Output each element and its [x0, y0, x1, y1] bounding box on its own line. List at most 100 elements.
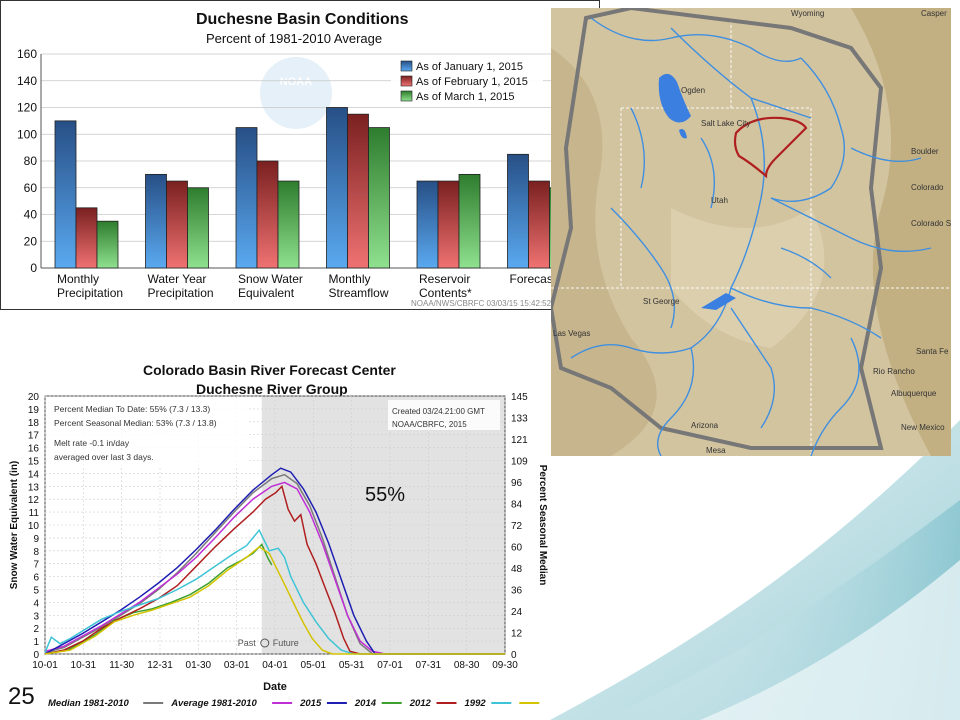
x-category-label: Forecast: [510, 272, 557, 286]
y-tick-label: 16: [28, 444, 40, 455]
x-tick-label: 10-01: [32, 660, 58, 671]
map-label: St George: [643, 297, 680, 306]
basin-map-graphic: Wyoming Casper Ogden Salt Lake City Utah…: [551, 8, 951, 456]
x-category-label: Precipitation: [148, 286, 214, 300]
map-label: New Mexico: [901, 423, 945, 432]
bar: [368, 127, 390, 269]
y-tick-label: 19: [28, 405, 40, 416]
legend-label: As of January 1, 2015: [416, 61, 523, 73]
bar: [166, 180, 188, 269]
x-category-label: Equivalent: [238, 286, 295, 300]
swe-chart: Colorado Basin River Forecast Center Duc…: [0, 356, 550, 713]
basin-conditions-chart: Duchesne Basin Conditions Percent of 198…: [0, 0, 600, 310]
percent-annotation: 55%: [365, 484, 406, 506]
map-label: Utah: [711, 196, 728, 205]
map-label: Las Vegas: [553, 329, 590, 338]
y-tick-label: 5: [33, 586, 39, 597]
y2-tick-label: 145: [511, 392, 528, 403]
y-tick-label: 40: [24, 208, 38, 222]
map-label: Mesa: [706, 446, 726, 455]
bar: [235, 127, 258, 269]
y2-tick-label: 96: [511, 478, 523, 489]
y-tick-label: 13: [28, 482, 40, 493]
y2-axis-title: Percent Seasonal Median: [537, 465, 548, 586]
map-label: Colorado: [911, 183, 944, 192]
bar-chart-subtitle: Percent of 1981-2010 Average: [206, 31, 383, 46]
x-category-label: Contents*: [419, 286, 472, 300]
y-tick-label: 9: [33, 534, 39, 545]
series-line: [44, 545, 505, 655]
y2-tick-label: 109: [511, 457, 528, 468]
bar: [347, 113, 369, 269]
map-label: Colorado Springs: [911, 219, 951, 228]
x-axis-title: Date: [263, 681, 287, 693]
legend-label: Average 1981-2010: [170, 698, 257, 709]
created-text: NOAA/CBRFC, 2015: [392, 420, 467, 429]
y-tick-label: 60: [24, 181, 38, 195]
noaa-logo: [260, 57, 332, 129]
y2-tick-label: 48: [511, 564, 523, 575]
bar: [145, 173, 167, 269]
basin-map: Wyoming Casper Ogden Salt Lake City Utah…: [551, 8, 951, 456]
y-tick-label: 80: [24, 154, 38, 168]
map-label: Rio Rancho: [873, 367, 915, 376]
legend-label: 2012: [409, 698, 432, 709]
future-label: Future: [273, 638, 299, 648]
y2-tick-label: 12: [511, 629, 523, 640]
map-label: Wyoming: [791, 9, 824, 18]
y2-tick-label: 133: [511, 414, 528, 425]
bar: [326, 107, 348, 269]
y-tick-label: 11: [29, 508, 40, 519]
x-tick-label: 05-31: [339, 660, 365, 671]
y2-tick-label: 24: [511, 607, 523, 618]
y-tick-label: 15: [28, 457, 40, 468]
y-tick-label: 2: [33, 624, 39, 635]
x-category-label: Precipitation: [57, 286, 123, 300]
swe-chart-subtitle: Duchesne River Group: [196, 381, 348, 397]
slide-number: 25: [8, 683, 35, 710]
bar: [96, 220, 119, 269]
y-tick-label: 18: [28, 418, 40, 429]
info-text: Melt rate -0.1 in/day: [54, 438, 130, 448]
y-tick-label: 120: [17, 101, 37, 115]
x-category-label: Monthly: [57, 272, 99, 286]
x-tick-label: 09-30: [492, 660, 518, 671]
legend-label: Median 1981-2010: [48, 698, 130, 709]
info-text: averaged over last 3 days.: [54, 452, 154, 462]
noaa-logo-text: NOAA: [280, 76, 312, 88]
past-label: Past: [238, 638, 257, 648]
x-tick-label: 01-30: [186, 660, 212, 671]
map-label: Albuquerque: [891, 389, 937, 398]
legend-swatch: [400, 60, 413, 72]
y2-tick-label: 60: [511, 543, 523, 554]
legend-label: 2015: [299, 698, 322, 709]
map-label: Santa Fe: [916, 347, 949, 356]
y-tick-label: 8: [33, 547, 39, 558]
swe-chart-plot: 0123456789101112131415161718192001224364…: [9, 392, 548, 709]
map-label: Salt Lake City: [701, 119, 750, 128]
x-tick-label: 10-31: [71, 660, 97, 671]
y-tick-label: 6: [33, 573, 39, 584]
bar: [75, 207, 98, 269]
bar: [187, 187, 209, 269]
y-tick-label: 0: [30, 261, 37, 275]
series-line: [44, 481, 505, 655]
info-box: [48, 398, 248, 468]
legend-swatch: [400, 75, 413, 87]
y2-tick-label: 121: [511, 435, 528, 446]
y-tick-label: 20: [28, 392, 40, 403]
x-category-label: Reservoir: [419, 272, 470, 286]
y-tick-label: 20: [24, 234, 38, 248]
x-tick-label: 03-01: [224, 660, 250, 671]
bar: [507, 153, 529, 269]
bar: [256, 160, 279, 269]
created-text: Created 03/24.21:00 GMT: [392, 407, 485, 416]
legend-label: 1992: [465, 698, 487, 709]
y-tick-label: 0: [33, 650, 39, 661]
y-tick-label: 14: [28, 469, 40, 480]
legend-label: As of February 1, 2015: [416, 76, 528, 88]
bar-chart-plot: NOAA020406080100120140160MonthlyPrecipit…: [17, 47, 584, 300]
bar: [437, 180, 460, 269]
info-text: Percent Seasonal Median: 53% (7.3 / 13.8…: [54, 418, 217, 428]
y-tick-label: 160: [17, 47, 37, 61]
